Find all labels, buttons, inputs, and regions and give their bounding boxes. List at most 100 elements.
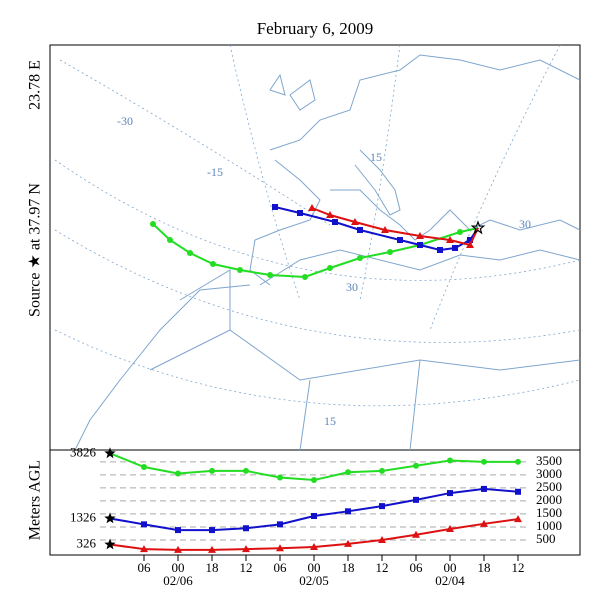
- source-label: Source ★ at 37.97 N: [27, 183, 44, 317]
- x-tick-label: 12: [512, 560, 525, 575]
- marker: [481, 485, 487, 492]
- marker: [150, 221, 156, 227]
- x-tick-label: 00: [444, 560, 457, 575]
- source-star: [104, 538, 116, 550]
- graticule-label: -15: [207, 165, 223, 179]
- marker: [174, 545, 182, 553]
- graticule-label: 15: [324, 414, 336, 428]
- marker: [378, 535, 386, 543]
- marker: [297, 210, 303, 216]
- height-line: [109, 487, 519, 532]
- graticule-label: 15: [370, 150, 382, 164]
- x-tick-label: 18: [478, 560, 491, 575]
- meridians: [59, 44, 561, 331]
- marker: [327, 265, 333, 271]
- y-tick-label: 2000: [536, 492, 562, 507]
- marker: [413, 462, 419, 469]
- marker: [302, 274, 308, 280]
- marker: [344, 539, 352, 547]
- map-trajectory: [152, 223, 479, 279]
- y-tick-label: 3000: [536, 466, 562, 481]
- med-south: [259, 249, 581, 286]
- marker: [175, 470, 181, 477]
- marker: [209, 527, 215, 534]
- title: February 6, 2009: [257, 19, 374, 38]
- marker: [209, 467, 215, 474]
- africa-west: [74, 284, 251, 451]
- marker: [167, 237, 173, 243]
- marker: [413, 496, 419, 503]
- x-tick-label: 12: [376, 560, 389, 575]
- marker: [357, 255, 363, 261]
- x-tick-label: 00: [308, 560, 321, 575]
- marker: [515, 488, 521, 495]
- marker: [357, 227, 363, 233]
- marker: [412, 530, 420, 538]
- marker: [345, 508, 351, 515]
- marker: [272, 204, 278, 210]
- x-tick-label: 18: [342, 560, 355, 575]
- marker: [481, 458, 487, 465]
- marker: [515, 458, 521, 465]
- graticule-label: 30: [346, 280, 358, 294]
- marker: [379, 467, 385, 474]
- marker: [332, 219, 338, 225]
- y-tick-label: 1500: [536, 505, 562, 520]
- marker: [446, 236, 454, 243]
- marker: [417, 242, 423, 248]
- x-tick-label: 06: [274, 560, 288, 575]
- marker: [243, 467, 249, 474]
- source-coord: 23.78 E: [27, 60, 44, 110]
- map-trajectory: [311, 207, 479, 247]
- marker: [345, 469, 351, 476]
- marker: [416, 232, 424, 239]
- iberia: [249, 159, 321, 286]
- north-coast: [269, 54, 581, 151]
- marker: [457, 229, 463, 235]
- x-tick-label: 06: [138, 560, 152, 575]
- x-tick-label: 18: [206, 560, 219, 575]
- start-height-label: 326: [77, 535, 97, 550]
- graticule-label: -30: [117, 114, 133, 128]
- date-label: 02/04: [435, 573, 465, 588]
- british-isles: [269, 73, 316, 111]
- marker: [387, 249, 393, 255]
- source-star: [104, 512, 116, 524]
- y-tick-label: 2500: [536, 479, 562, 494]
- marker: [446, 525, 454, 533]
- trajectories: [150, 204, 486, 280]
- y-tick-label: 500: [536, 531, 556, 546]
- borders: [149, 269, 581, 451]
- marker: [237, 267, 243, 273]
- marker: [447, 457, 453, 464]
- marker: [467, 237, 473, 243]
- marker: [480, 519, 488, 527]
- italy: [354, 149, 401, 216]
- source-star: [104, 447, 116, 459]
- marker: [141, 521, 147, 528]
- marker: [379, 503, 385, 510]
- marker: [397, 237, 403, 243]
- marker: [175, 527, 181, 534]
- date-label: 02/06: [163, 573, 193, 588]
- marker: [311, 477, 317, 484]
- parallels: [54, 159, 581, 407]
- marker: [381, 226, 389, 233]
- marker: [242, 545, 250, 553]
- x-tick-label: 00: [172, 560, 185, 575]
- y-tick-label: 3500: [536, 453, 562, 468]
- marker: [466, 241, 474, 248]
- source-star: [470, 220, 486, 235]
- marker: [277, 474, 283, 481]
- x-tick-label: 06: [410, 560, 424, 575]
- marker: [187, 250, 193, 256]
- marker: [141, 464, 147, 471]
- map: -30 -15 15 30 30 15: [54, 44, 581, 451]
- marker: [140, 545, 148, 553]
- start-height-label: 3826: [70, 444, 97, 459]
- marker: [351, 218, 359, 225]
- marker: [311, 513, 317, 520]
- marker: [326, 211, 334, 218]
- y-axis-label: Meters AGL: [27, 460, 44, 540]
